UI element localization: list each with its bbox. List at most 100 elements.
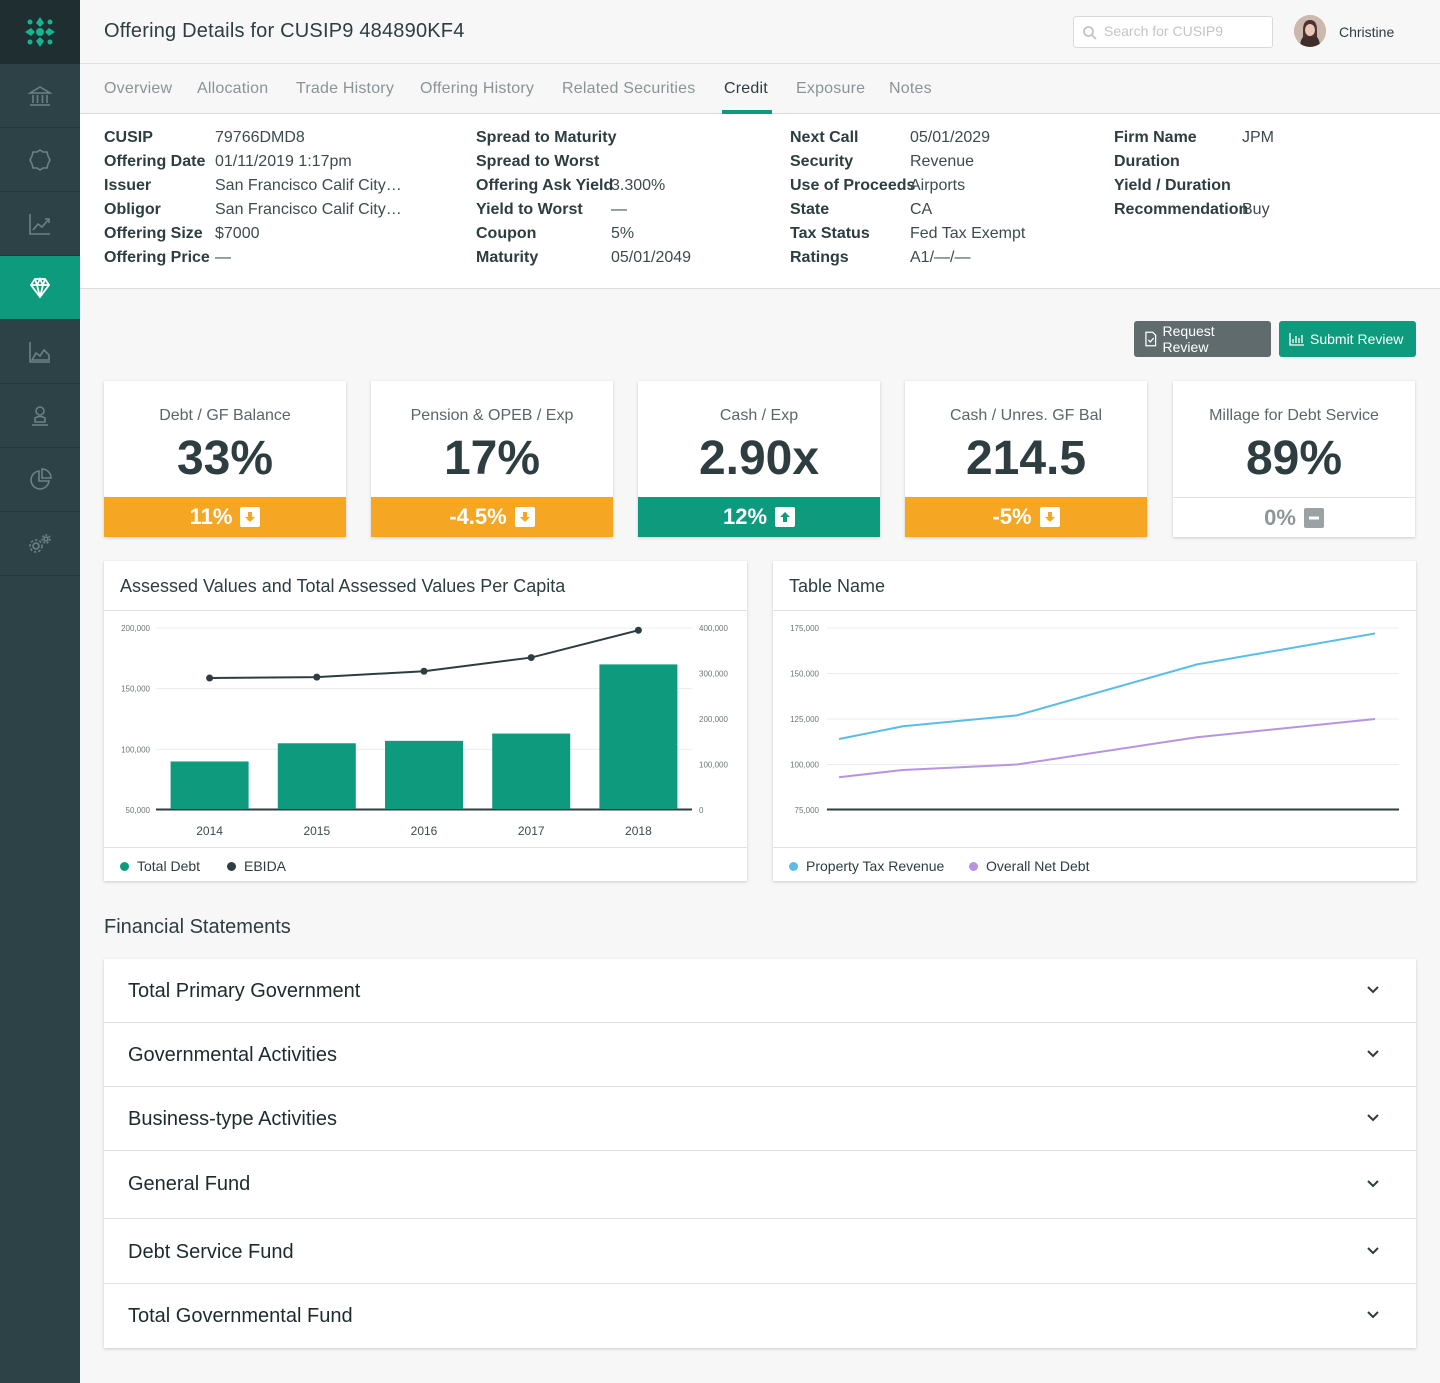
detail-value: Fed Tax Exempt	[910, 225, 1026, 242]
submit-review-button[interactable]: Submit Review	[1279, 321, 1416, 357]
combo-chart: 200,000 150,000 100,000 50,000 400,000 300,00…	[121, 624, 728, 838]
user-name[interactable]: Christine	[1339, 24, 1395, 40]
detail-label: Use of Proceeds	[790, 177, 916, 194]
data-point	[634, 626, 642, 634]
detail-value: 05/01/2029	[910, 129, 991, 146]
badge-icon	[29, 148, 51, 171]
detail-value: 05/01/2049	[611, 249, 692, 266]
kpi-value: 89%	[1245, 432, 1343, 485]
accordion-row-total-primary-government[interactable]: Total Primary Government	[104, 959, 1416, 1023]
detail-value: JPM	[1242, 129, 1274, 146]
chart-divider	[773, 610, 1416, 611]
sidebar-item-institutions[interactable]	[0, 64, 80, 128]
data-point	[313, 673, 321, 681]
detail-label: State	[790, 201, 830, 218]
avatar[interactable]	[1294, 15, 1326, 47]
detail-label: Tax Status	[790, 225, 870, 242]
kpi-change: 0%	[1264, 504, 1296, 530]
chevron-down-icon[interactable]	[1366, 1113, 1380, 1123]
accordion-label: Governmental Activities	[128, 1044, 337, 1066]
accordion-label: Business-type Activities	[128, 1108, 337, 1130]
data-point	[206, 674, 214, 682]
accordion-label: Total Governmental Fund	[128, 1305, 353, 1327]
kpi-value: 2.90x	[698, 432, 820, 485]
tab-allocation[interactable]: Allocation	[197, 80, 269, 97]
tab-offering-history[interactable]: Offering History	[420, 80, 535, 97]
chart-divider	[104, 610, 747, 611]
y-tick-label: 150,000	[121, 685, 150, 694]
accordion-row-general-fund[interactable]: General Fund	[104, 1151, 1416, 1219]
tab-related-securities[interactable]: Related Securities	[562, 80, 696, 97]
chevron-down-icon[interactable]	[1366, 1179, 1380, 1189]
detail-label: Next Call	[790, 129, 859, 146]
legend-label: EBIDA	[244, 858, 287, 874]
detail-label: Offering Price	[104, 249, 210, 266]
chevron-down-icon[interactable]	[1366, 1310, 1380, 1320]
legend-item-property-tax-revenue[interactable]: Property Tax Revenue	[789, 858, 944, 874]
detail-label: Duration	[1114, 153, 1180, 170]
accordion-label: Debt Service Fund	[128, 1241, 294, 1263]
sidebar-item-credit[interactable]	[0, 256, 80, 320]
bar	[492, 733, 571, 809]
kpi-title: Millage for Debt Service	[1209, 407, 1379, 424]
tab-notes[interactable]: Notes	[889, 80, 932, 97]
detail-value: 01/11/2019 1:17pm	[215, 153, 352, 170]
kpi-change: -4.5%	[449, 504, 507, 529]
sidebar-item-analytics[interactable]	[0, 320, 80, 384]
x-tick-label: 2016	[411, 824, 438, 838]
offering-details-panel: CUSIP 79766DMD8 Offering Date 01/11/2019…	[80, 114, 1440, 289]
sidebar-item-trends[interactable]	[0, 192, 80, 256]
detail-label: Firm Name	[1114, 129, 1197, 146]
user-photo-icon	[1294, 15, 1326, 47]
tab-bar: Overview Allocation Trade History Offeri…	[80, 64, 1440, 114]
accordion-row-business-type-activities[interactable]: Business-type Activities	[104, 1087, 1416, 1151]
sidebar-item-settings[interactable]	[0, 512, 80, 576]
legend-label: Total Debt	[137, 858, 201, 874]
kpi-change: 11%	[189, 504, 233, 529]
accordion-row-total-governmental-fund[interactable]: Total Governmental Fund	[104, 1284, 1416, 1348]
sidebar-item-portfolio[interactable]	[0, 448, 80, 512]
detail-value: —	[215, 249, 231, 266]
kpi-value: 214.5	[965, 432, 1087, 485]
accordion-label: Total Primary Government	[128, 980, 361, 1002]
request-review-button[interactable]: Request Review	[1134, 321, 1271, 357]
accordion-row-debt-service-fund[interactable]: Debt Service Fund	[104, 1219, 1416, 1284]
app-logo[interactable]	[0, 0, 80, 64]
legend-item-ebida[interactable]: EBIDA	[227, 858, 286, 874]
kpi-title: Pension & OPEB / Exp	[410, 407, 574, 424]
detail-value: —	[611, 201, 627, 218]
kpi-card-pension-opeb: Pension & OPEB / Exp 17% -4.5%	[371, 381, 613, 537]
document-check-icon	[1145, 331, 1157, 347]
arrow-up-icon	[775, 507, 796, 527]
search-input[interactable]	[1104, 23, 1264, 39]
area-chart-icon	[29, 341, 50, 363]
detail-label: Ratings	[790, 249, 849, 266]
tab-overview[interactable]: Overview	[104, 80, 173, 97]
y-tick-label: 50,000	[126, 806, 151, 815]
chevron-down-icon[interactable]	[1366, 985, 1380, 995]
bank-icon	[27, 85, 53, 106]
kpi-card-debt-gf-balance: Debt / GF Balance 33% 11%	[104, 381, 346, 537]
sidebar-item-badge[interactable]	[0, 128, 80, 192]
detail-value: San Francisco Calif City…	[215, 177, 402, 194]
tab-credit[interactable]: Credit	[724, 80, 768, 97]
legend-item-total-debt[interactable]: Total Debt	[120, 858, 200, 874]
kpi-change: -5%	[992, 504, 1032, 529]
sidebar	[0, 0, 80, 1383]
y2-tick-label: 200,000	[699, 715, 728, 724]
detail-value: San Francisco Calif City…	[215, 201, 402, 218]
search-icon	[1083, 26, 1097, 40]
detail-label: Yield to Worst	[476, 201, 583, 218]
accordion-row-governmental-activities[interactable]: Governmental Activities	[104, 1023, 1416, 1087]
chevron-down-icon[interactable]	[1366, 1246, 1380, 1256]
tab-exposure[interactable]: Exposure	[796, 80, 866, 97]
top-header: Offering Details for CUSIP9 484890KF4 Ch…	[80, 0, 1440, 64]
kpi-title: Debt / GF Balance	[159, 407, 291, 424]
chevron-down-icon[interactable]	[1366, 1049, 1380, 1059]
legend-item-overall-net-debt[interactable]: Overall Net Debt	[969, 858, 1089, 874]
person-icon	[32, 405, 48, 426]
y-tick-label: 150,000	[790, 670, 819, 679]
tab-trade-history[interactable]: Trade History	[296, 80, 395, 97]
sidebar-item-people[interactable]	[0, 384, 80, 448]
search-box[interactable]	[1073, 16, 1273, 48]
